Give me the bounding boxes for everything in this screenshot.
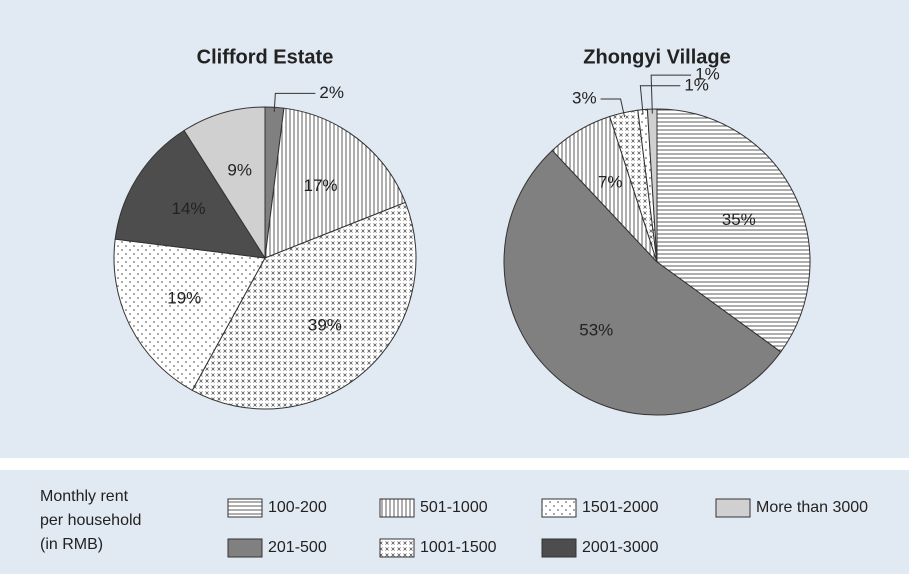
legend-label: 501-1000 — [420, 499, 488, 516]
pie-slice — [113, 238, 266, 392]
legend-label: More than 3000 — [756, 499, 868, 516]
data-label: 1% — [695, 65, 720, 84]
legend-label: 2001-3000 — [582, 539, 659, 556]
leader-line — [600, 98, 626, 118]
pie-slice — [183, 106, 266, 260]
pie-slice — [503, 149, 782, 416]
data-label: 9% — [227, 160, 252, 179]
leader-line — [273, 92, 316, 112]
legend-swatch — [379, 498, 415, 518]
leader-line — [639, 85, 681, 115]
pie-slice — [114, 129, 266, 259]
pie-slice — [656, 108, 811, 353]
chart-title: Zhongyi Village — [583, 46, 730, 68]
legend-swatch — [541, 538, 577, 558]
chart-title: Clifford Estate — [197, 46, 334, 68]
legend-label: 100-200 — [268, 499, 327, 516]
legend-title: (in RMB) — [40, 536, 103, 553]
legend-swatch — [715, 498, 751, 518]
data-label: 3% — [572, 89, 597, 108]
pie-slice — [264, 107, 407, 259]
legend-swatch — [227, 498, 263, 518]
data-label: 35% — [722, 210, 756, 229]
legend-panel — [0, 470, 909, 574]
data-label: 39% — [308, 315, 342, 334]
data-label: 1% — [684, 75, 709, 94]
legend-swatch — [541, 498, 577, 518]
data-label: 53% — [579, 320, 613, 339]
legend-title: per household — [40, 512, 141, 529]
data-label: 7% — [598, 172, 623, 191]
legend-label: 201-500 — [268, 539, 327, 556]
data-label: 19% — [167, 289, 201, 308]
data-label: 2% — [319, 83, 344, 102]
data-label: 17% — [304, 176, 338, 195]
legend-label: 1501-2000 — [582, 499, 659, 516]
legend-title: Monthly rent — [40, 488, 129, 505]
pie-slice — [191, 201, 417, 410]
data-label: 14% — [171, 199, 205, 218]
legend-swatch — [227, 538, 263, 558]
legend-swatch — [379, 538, 415, 558]
legend-label: 1001-1500 — [420, 539, 497, 556]
leader-line — [650, 74, 692, 114]
